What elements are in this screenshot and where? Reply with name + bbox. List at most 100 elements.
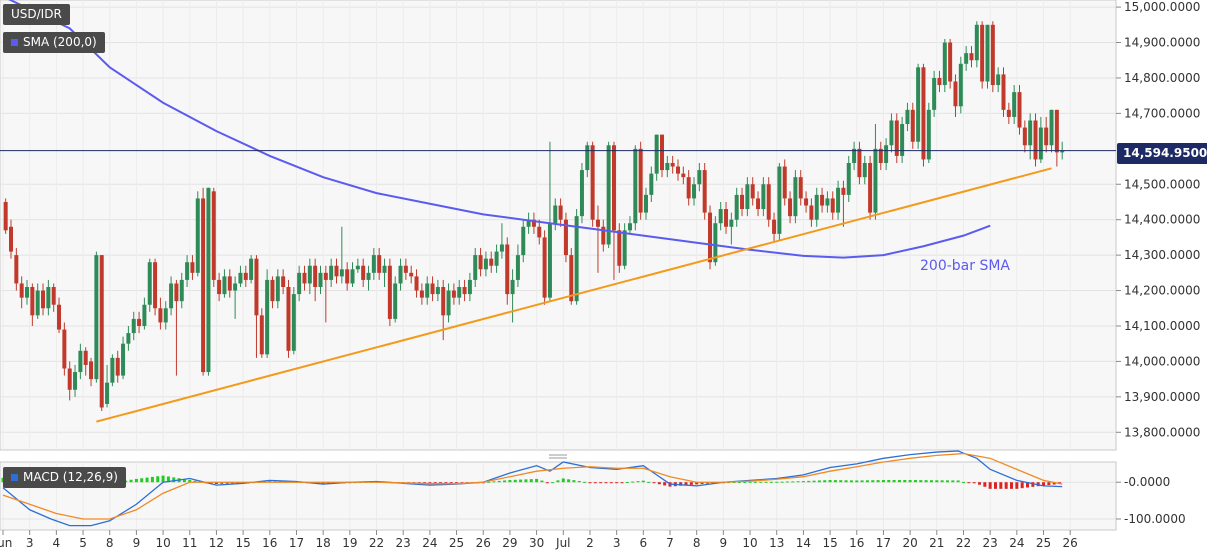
macd-histogram-bar bbox=[663, 482, 667, 486]
candle-body bbox=[638, 148, 643, 213]
candle-body bbox=[3, 201, 8, 231]
candle-body bbox=[195, 198, 200, 273]
macd-histogram-bar bbox=[519, 479, 523, 483]
pane-resize-handle[interactable] bbox=[548, 453, 568, 459]
candle-body bbox=[414, 276, 419, 291]
candle-body bbox=[435, 287, 440, 295]
macd-histogram-bar bbox=[529, 479, 533, 483]
candle-body bbox=[403, 265, 408, 273]
x-axis-label: 13 bbox=[769, 536, 784, 550]
macd-indicator-badge[interactable]: MACD (12,26,9) bbox=[3, 467, 126, 488]
candle-body bbox=[1017, 92, 1022, 128]
candle-body bbox=[926, 109, 931, 160]
macd-histogram-bar bbox=[940, 480, 944, 483]
candle-body bbox=[281, 276, 286, 288]
candle-body bbox=[473, 255, 478, 280]
candle-body bbox=[233, 283, 238, 291]
candle-body bbox=[1028, 120, 1033, 146]
x-axis-label: 25 bbox=[449, 536, 464, 550]
x-axis-label: 25 bbox=[1036, 536, 1051, 550]
candle-body bbox=[585, 145, 590, 171]
candle-body bbox=[297, 272, 302, 295]
macd-histogram-bar bbox=[455, 482, 459, 484]
macd-histogram-bar bbox=[567, 479, 571, 483]
candle-body bbox=[489, 258, 494, 266]
candle-body bbox=[425, 283, 430, 298]
candle-body bbox=[19, 283, 24, 298]
candle-body bbox=[921, 67, 926, 160]
macd-histogram-bar bbox=[657, 482, 661, 485]
sma-indicator-badge[interactable]: SMA (200,0) bbox=[3, 32, 105, 53]
macd-histogram-bar bbox=[449, 482, 453, 484]
macd-histogram-bar bbox=[423, 482, 427, 484]
price-axis-label: 13,800.0000 bbox=[1124, 425, 1200, 439]
macd-histogram-bar bbox=[1015, 482, 1019, 489]
candle-body bbox=[942, 42, 947, 86]
macd-histogram-bar bbox=[833, 480, 837, 483]
macd-histogram-bar bbox=[588, 482, 592, 484]
candle-body bbox=[334, 265, 339, 277]
candle-body bbox=[1012, 92, 1017, 117]
price-axis-label: 14,500.0000 bbox=[1124, 177, 1200, 191]
candle-body bbox=[126, 333, 131, 344]
candle-body bbox=[579, 170, 584, 217]
candle-body bbox=[862, 162, 867, 178]
x-axis-label: 9 bbox=[720, 536, 728, 550]
candle-body bbox=[713, 223, 718, 263]
macd-histogram-bar bbox=[636, 481, 640, 483]
macd-line bbox=[2, 450, 1063, 527]
candle-body bbox=[265, 279, 270, 355]
macd-histogram-bar bbox=[903, 480, 907, 483]
macd-histogram-bar bbox=[748, 481, 752, 483]
candle-body bbox=[94, 255, 99, 380]
candle-body bbox=[169, 283, 174, 309]
macd-histogram-bar bbox=[908, 480, 912, 483]
candle-body bbox=[1022, 127, 1027, 146]
candle-body bbox=[521, 226, 526, 256]
candle-body bbox=[227, 276, 232, 291]
candle-body bbox=[718, 209, 723, 224]
candle-body bbox=[894, 120, 899, 156]
candle-body bbox=[611, 145, 616, 231]
candle-body bbox=[857, 148, 862, 178]
candle-body bbox=[1044, 127, 1049, 146]
candle-body bbox=[734, 194, 739, 220]
candle-body bbox=[478, 255, 483, 270]
x-axis-label: 19 bbox=[342, 536, 357, 550]
candle-body bbox=[542, 237, 547, 298]
x-axis-label: 2 bbox=[586, 536, 594, 550]
candle-body bbox=[185, 262, 190, 280]
candle-body bbox=[115, 357, 120, 376]
macd-histogram-bar bbox=[497, 480, 501, 483]
candle-body bbox=[430, 283, 435, 295]
macd-histogram-bar bbox=[732, 482, 736, 484]
candle-body bbox=[868, 162, 873, 213]
candle-body bbox=[772, 219, 777, 234]
macd-histogram-bar bbox=[945, 480, 949, 483]
candle-body bbox=[409, 272, 414, 277]
candle-body bbox=[627, 223, 632, 231]
macd-histogram-bar bbox=[844, 480, 848, 483]
candle-body bbox=[329, 265, 334, 280]
macd-histogram-bar bbox=[599, 482, 603, 484]
candle-body bbox=[601, 226, 606, 245]
candle-body bbox=[697, 170, 702, 185]
candle-body bbox=[89, 361, 94, 380]
candle-body bbox=[302, 272, 307, 284]
candle-body bbox=[932, 77, 937, 110]
x-axis-label: 21 bbox=[929, 536, 944, 550]
macd-histogram-bar bbox=[214, 482, 218, 484]
x-axis-label: 3 bbox=[26, 536, 34, 550]
macd-histogram-bar bbox=[679, 482, 683, 486]
candle-body bbox=[617, 230, 622, 266]
candle-body bbox=[547, 223, 552, 298]
candle-body bbox=[569, 255, 574, 302]
sma-color-swatch bbox=[11, 39, 18, 46]
candle-body bbox=[286, 287, 291, 351]
symbol-badge[interactable]: USD/IDR bbox=[3, 4, 70, 25]
macd-histogram-bar bbox=[433, 482, 437, 484]
macd-histogram-bar bbox=[572, 480, 576, 483]
candle-body bbox=[174, 283, 179, 302]
candle-body bbox=[595, 219, 600, 227]
candle-body bbox=[622, 230, 627, 266]
